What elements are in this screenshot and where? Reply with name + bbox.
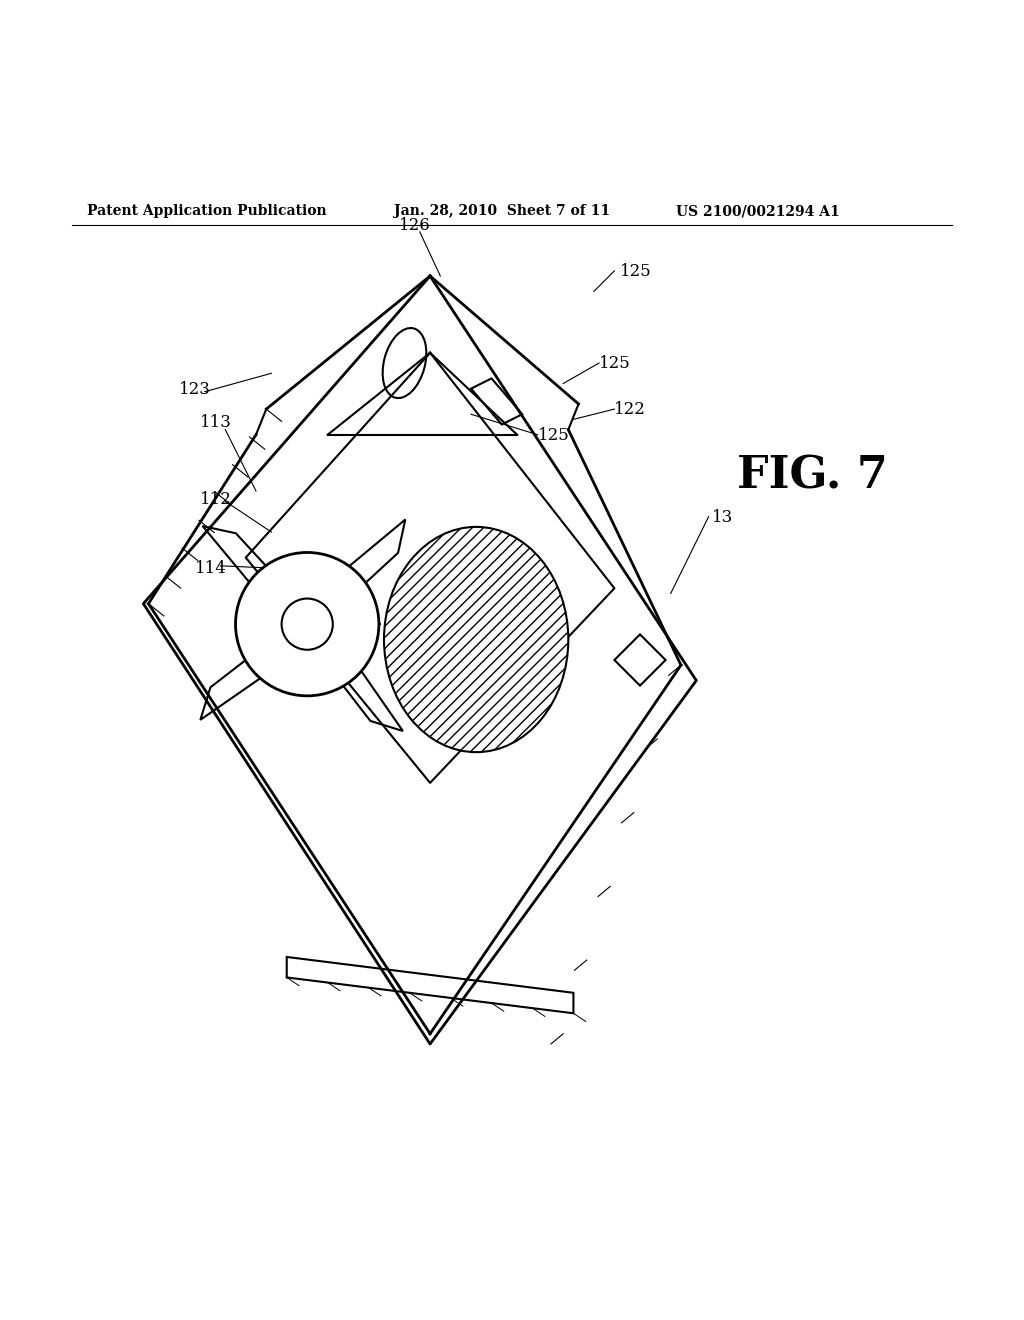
Text: 114: 114 (195, 560, 226, 577)
Polygon shape (307, 520, 406, 631)
Polygon shape (471, 379, 522, 425)
Circle shape (236, 553, 379, 696)
Circle shape (282, 598, 333, 649)
Polygon shape (614, 635, 666, 685)
Text: 112: 112 (200, 491, 231, 508)
Polygon shape (203, 527, 313, 624)
Text: 123: 123 (179, 380, 211, 397)
Text: Patent Application Publication: Patent Application Publication (87, 205, 327, 218)
Text: 122: 122 (614, 401, 646, 418)
Polygon shape (201, 618, 307, 719)
Ellipse shape (383, 327, 426, 399)
Text: US 2100/0021294 A1: US 2100/0021294 A1 (676, 205, 840, 218)
Text: 113: 113 (200, 413, 231, 430)
Ellipse shape (384, 527, 568, 752)
Text: FIG. 7: FIG. 7 (737, 454, 888, 498)
Text: 13: 13 (712, 508, 733, 525)
Text: 126: 126 (399, 216, 431, 234)
Text: Jan. 28, 2010  Sheet 7 of 11: Jan. 28, 2010 Sheet 7 of 11 (394, 205, 610, 218)
Polygon shape (300, 624, 402, 731)
Polygon shape (287, 957, 573, 1014)
Text: 125: 125 (538, 426, 569, 444)
Text: 125: 125 (620, 263, 651, 280)
Text: 125: 125 (599, 355, 631, 372)
